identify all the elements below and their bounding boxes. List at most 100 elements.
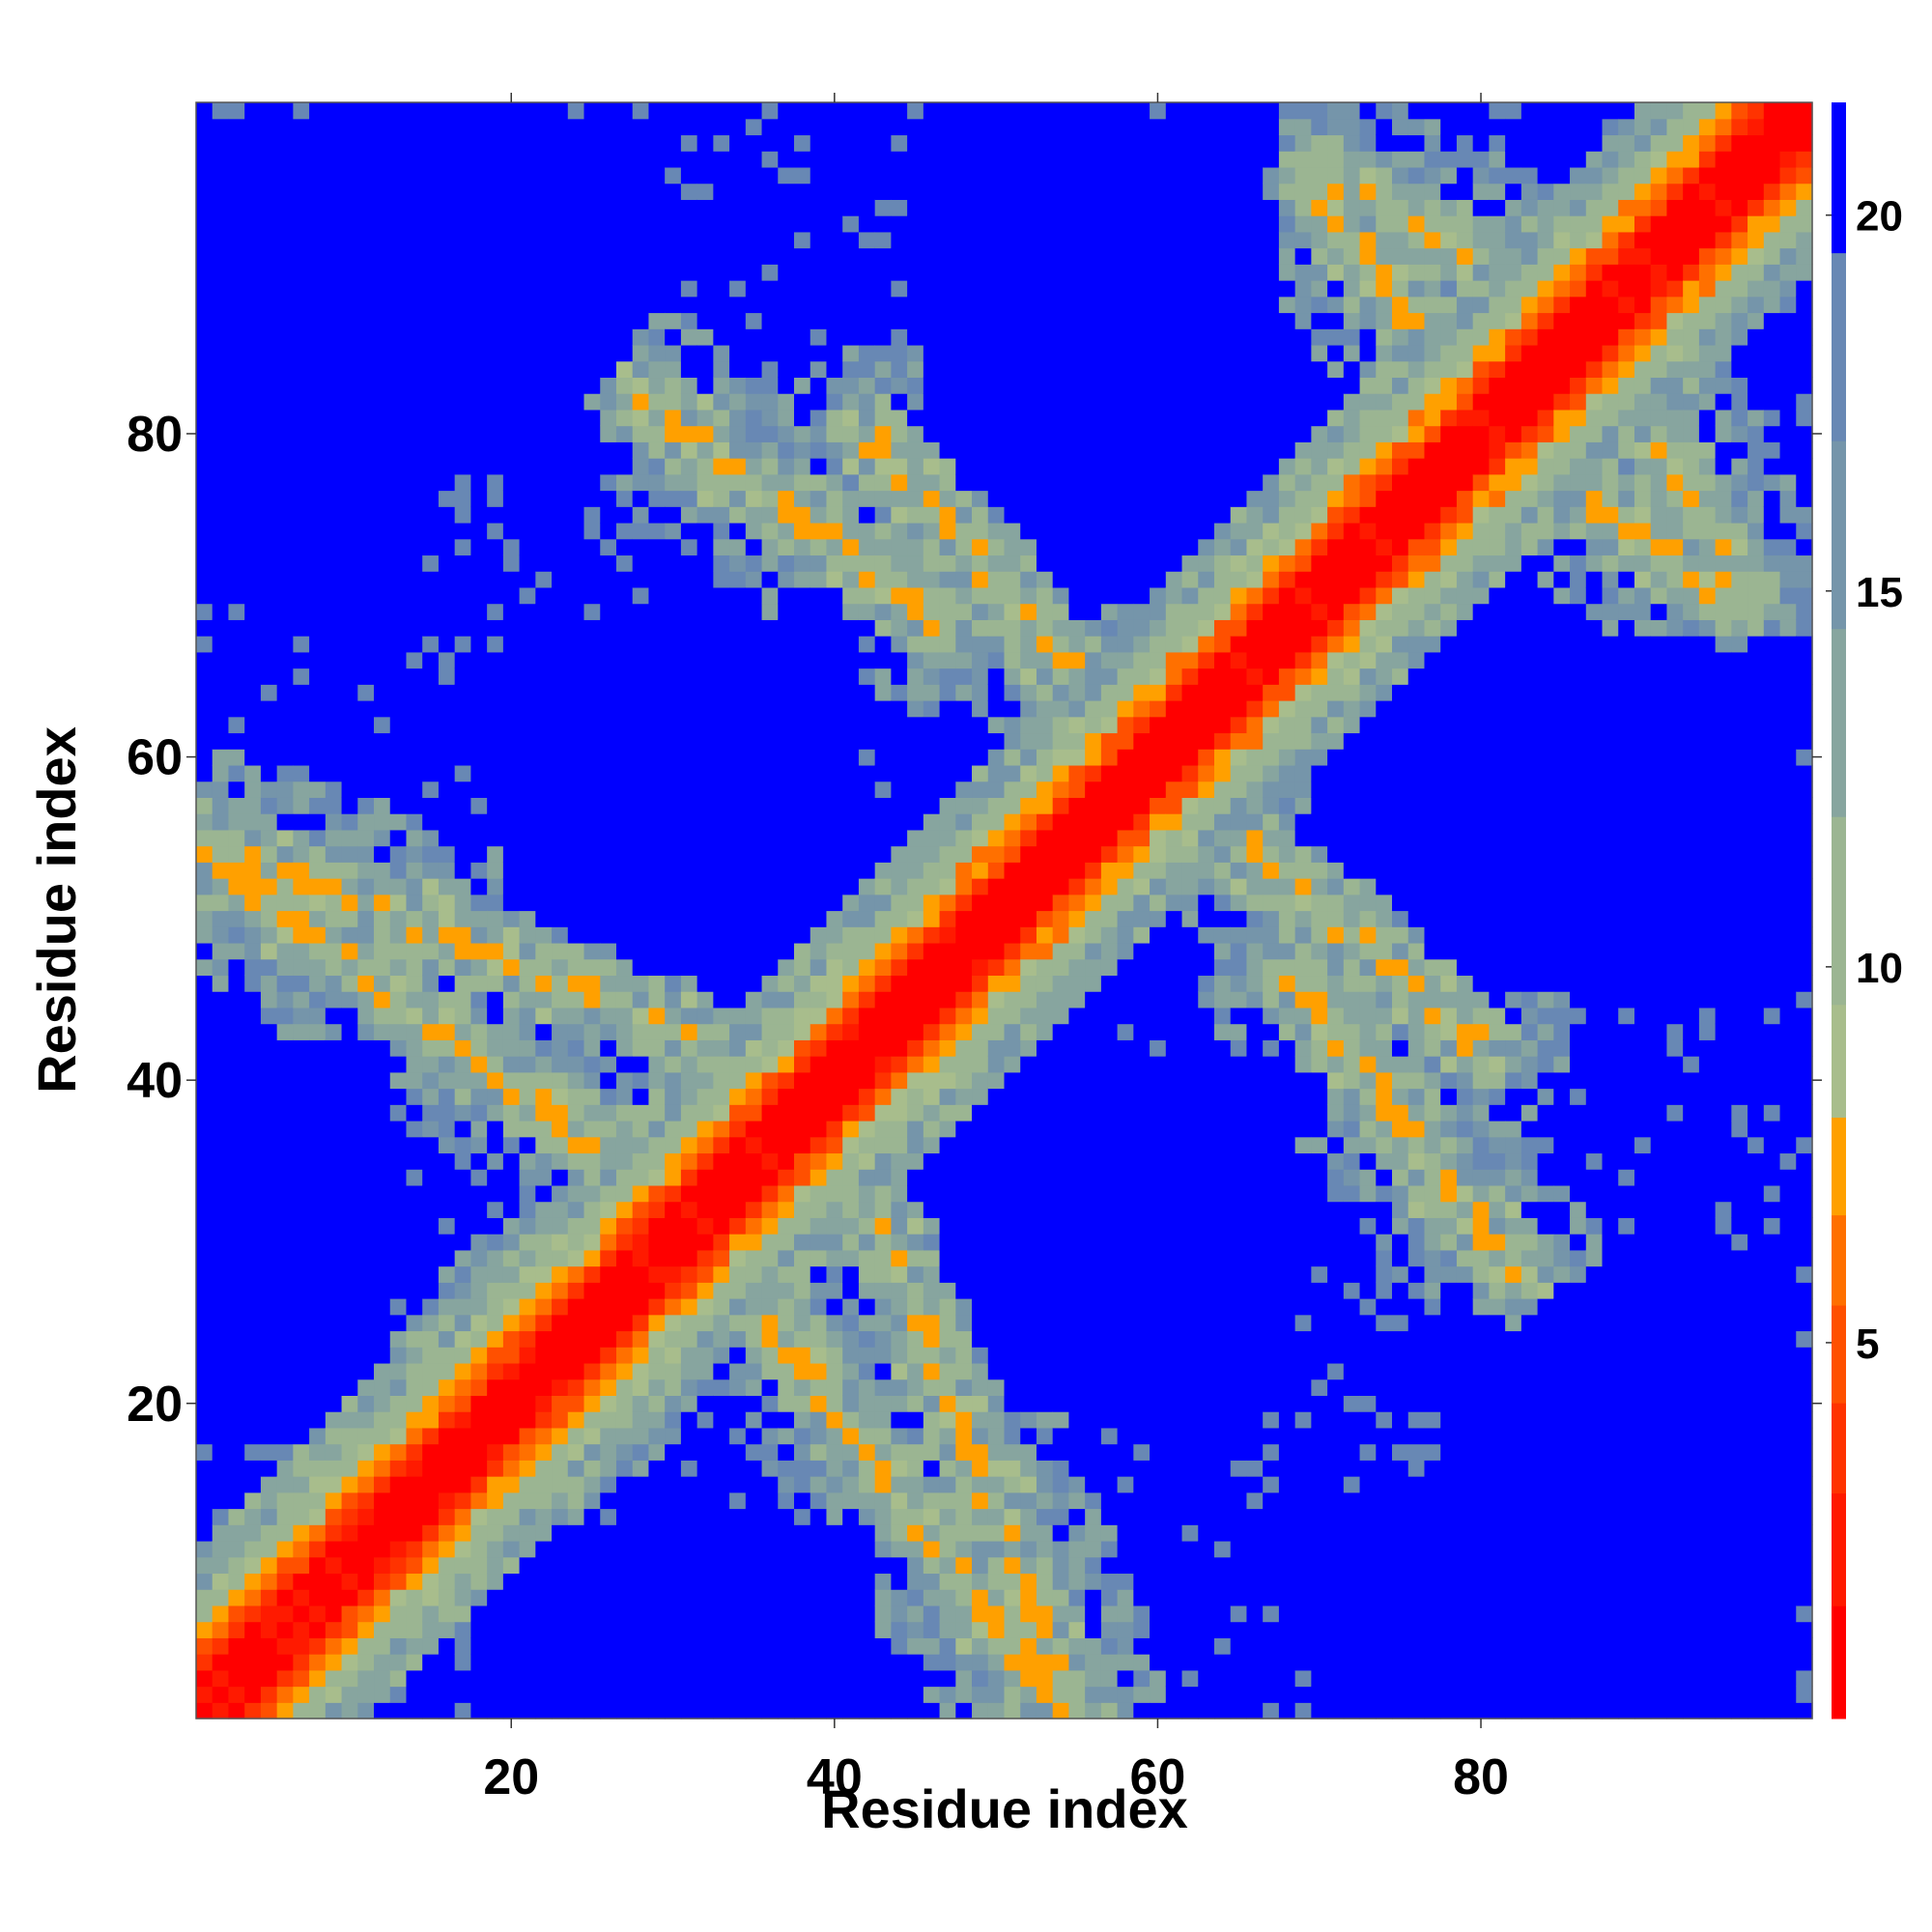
heatmap-cell bbox=[567, 490, 585, 507]
heatmap-cell bbox=[891, 409, 908, 427]
heatmap-cell bbox=[972, 441, 989, 459]
heatmap-cell bbox=[309, 958, 327, 977]
heatmap-cell bbox=[600, 1056, 617, 1073]
heatmap-cell bbox=[276, 862, 294, 879]
heatmap-cell bbox=[325, 1184, 343, 1203]
heatmap-cell bbox=[406, 1120, 423, 1138]
heatmap-cell bbox=[406, 247, 423, 265]
heatmap-cell bbox=[955, 199, 973, 216]
heatmap-cell bbox=[389, 1314, 408, 1332]
heatmap-cell bbox=[422, 1298, 440, 1316]
heatmap-cell bbox=[309, 215, 327, 233]
heatmap-cell bbox=[341, 1347, 358, 1364]
heatmap-cell bbox=[761, 942, 779, 960]
heatmap-cell bbox=[567, 910, 585, 927]
heatmap-cell bbox=[535, 151, 553, 168]
heatmap-cell bbox=[567, 958, 585, 977]
heatmap-cell bbox=[680, 845, 698, 863]
heatmap-cell bbox=[955, 134, 973, 152]
heatmap-cell bbox=[535, 1605, 553, 1623]
heatmap-cell bbox=[761, 829, 779, 847]
heatmap-cell bbox=[761, 1573, 779, 1590]
heatmap-cell bbox=[907, 264, 924, 281]
heatmap-cell bbox=[923, 264, 941, 281]
heatmap-cell bbox=[729, 215, 747, 233]
heatmap-cell bbox=[389, 926, 408, 944]
heatmap-cell bbox=[842, 1362, 860, 1380]
heatmap-cell bbox=[276, 1007, 294, 1025]
heatmap-cell bbox=[680, 1023, 698, 1040]
heatmap-cell bbox=[244, 1136, 262, 1154]
heatmap-cell bbox=[276, 910, 294, 927]
heatmap-cell bbox=[244, 603, 262, 620]
heatmap-cell bbox=[778, 764, 795, 782]
heatmap-cell bbox=[842, 118, 860, 136]
heatmap-cell bbox=[276, 1249, 294, 1267]
heatmap-cell bbox=[874, 328, 892, 346]
heatmap-cell bbox=[615, 393, 634, 411]
heatmap-cell bbox=[389, 151, 408, 168]
heatmap-cell bbox=[810, 134, 828, 152]
heatmap-cell bbox=[987, 991, 1006, 1009]
heatmap-cell bbox=[406, 1039, 423, 1057]
heatmap-cell bbox=[374, 1169, 391, 1186]
heatmap-cell bbox=[842, 1088, 860, 1105]
heatmap-cell bbox=[826, 1234, 843, 1251]
heatmap-cell bbox=[778, 1282, 795, 1299]
heatmap-cell bbox=[648, 1347, 666, 1364]
heatmap-cell bbox=[923, 1249, 941, 1267]
heatmap-cell bbox=[438, 586, 456, 605]
heatmap-cell bbox=[341, 522, 358, 540]
heatmap-cell bbox=[794, 1540, 811, 1558]
heatmap-cell bbox=[648, 328, 666, 346]
heatmap-cell bbox=[454, 151, 472, 168]
heatmap-cell bbox=[874, 586, 892, 605]
heatmap-cell bbox=[260, 636, 278, 653]
heatmap-cell bbox=[422, 377, 440, 394]
heatmap-cell bbox=[648, 1169, 666, 1186]
heatmap-cell bbox=[212, 1702, 230, 1719]
heatmap-cell bbox=[680, 312, 698, 329]
heatmap-cell bbox=[972, 1540, 989, 1558]
heatmap-cell bbox=[341, 1136, 358, 1154]
heatmap-cell bbox=[212, 441, 230, 459]
heatmap-cell bbox=[987, 684, 1006, 701]
heatmap-cell bbox=[729, 151, 747, 168]
heatmap-cell bbox=[422, 1654, 440, 1671]
heatmap-cell bbox=[923, 684, 941, 701]
heatmap-cell bbox=[552, 473, 569, 492]
heatmap-cell bbox=[196, 1039, 213, 1057]
heatmap-cell bbox=[583, 845, 601, 863]
heatmap-cell bbox=[470, 845, 488, 863]
heatmap-cell bbox=[357, 619, 375, 637]
heatmap-cell bbox=[276, 1378, 294, 1396]
heatmap-cell bbox=[923, 215, 941, 233]
heatmap-cell bbox=[487, 151, 504, 168]
heatmap-cell bbox=[923, 1056, 941, 1073]
heatmap-cell bbox=[583, 1265, 601, 1283]
heatmap-cell bbox=[729, 636, 747, 653]
heatmap-cell bbox=[745, 247, 763, 265]
heatmap-cell bbox=[438, 1476, 456, 1493]
heatmap-cell bbox=[665, 441, 682, 459]
heatmap-cell bbox=[583, 199, 601, 216]
heatmap-cell bbox=[858, 749, 876, 766]
heatmap-cell bbox=[826, 1669, 843, 1688]
heatmap-cell bbox=[680, 668, 698, 685]
heatmap-cell bbox=[293, 328, 310, 346]
heatmap-cell bbox=[244, 571, 262, 588]
heatmap-cell bbox=[276, 1508, 294, 1525]
heatmap-cell bbox=[454, 749, 472, 766]
heatmap-cell bbox=[293, 151, 310, 168]
heatmap-cell bbox=[212, 199, 230, 216]
heatmap-cell bbox=[891, 1314, 908, 1332]
heatmap-cell bbox=[406, 764, 423, 782]
heatmap-cell bbox=[696, 1184, 714, 1203]
heatmap-cell bbox=[196, 296, 213, 314]
heatmap-cell bbox=[519, 247, 536, 265]
heatmap-cell bbox=[567, 603, 585, 620]
heatmap-cell bbox=[438, 781, 456, 798]
heatmap-cell bbox=[325, 1234, 343, 1251]
heatmap-cell bbox=[907, 1120, 924, 1138]
heatmap-cell bbox=[615, 1540, 634, 1558]
